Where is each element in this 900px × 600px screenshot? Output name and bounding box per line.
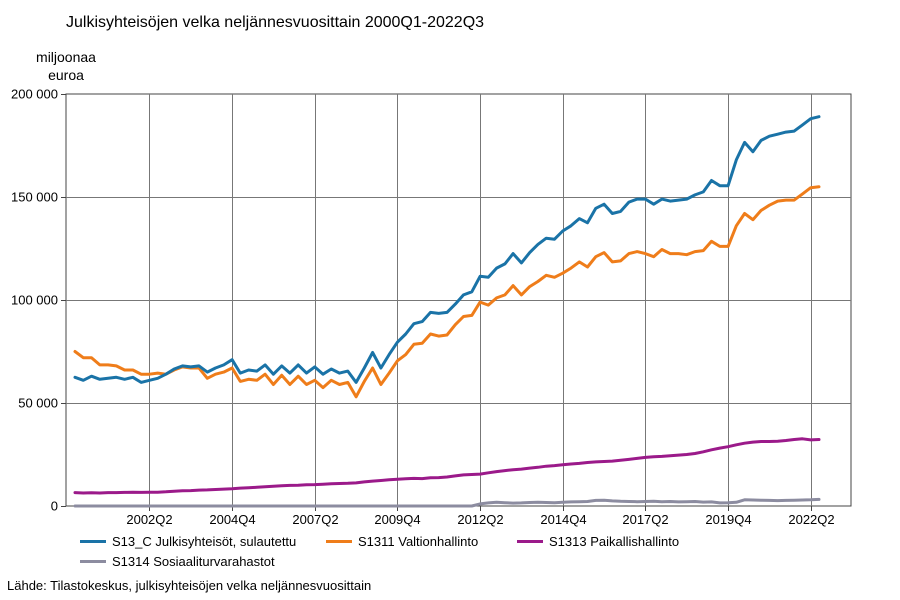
x-tick-label: 2017Q2 <box>622 512 668 527</box>
legend-label-s1314: S1314 Sosiaaliturvarahastot <box>112 553 275 569</box>
legend-item-s1311: S1311 Valtionhallinto <box>326 534 517 549</box>
series-line-s13c <box>73 115 821 384</box>
legend-swatch-s1311 <box>326 539 352 543</box>
legend-swatch-s1314 <box>80 559 106 563</box>
series-line-s1311 <box>73 185 821 399</box>
chart-canvas: 0 50 000 100 000 150 000 200 000 2002Q2 2004Q4… <box>11 87 852 527</box>
legend-row-1: S13_C Julkisyhteisöt, sulautettu S1311 V… <box>80 531 679 551</box>
y-tick-label: 0 <box>51 499 58 514</box>
x-tick-label: 2009Q4 <box>374 512 420 527</box>
legend-item-s13c: S13_C Julkisyhteisöt, sulautettu <box>80 534 326 549</box>
y-tick-label: 100 000 <box>11 293 58 308</box>
y-axis-label-line-1: miljoonaa <box>36 49 96 65</box>
chart-title: Julkisyhteisöjen velka neljännesvuositta… <box>66 14 485 31</box>
x-tick-label: 2022Q2 <box>788 512 834 527</box>
legend-label-s1313: S1313 Paikallishallinto <box>549 533 680 549</box>
legend-label-s1311: S1311 Valtionhallinto <box>358 533 479 549</box>
source-note: Lähde: Tilastokeskus, julkisyhteisöjen v… <box>7 578 372 593</box>
y-axis-label-line-2: euroa <box>48 67 84 83</box>
series-line-s1313 <box>73 437 821 495</box>
x-tick-label: 2002Q2 <box>126 512 172 527</box>
legend: S13_C Julkisyhteisöt, sulautettu S1311 V… <box>80 531 679 571</box>
series-line-s1314 <box>73 497 821 508</box>
y-tick-label: 50 000 <box>18 396 58 411</box>
legend-row-2: S1314 Sosiaaliturvarahastot <box>80 551 679 571</box>
y-tick-label: 200 000 <box>11 87 58 102</box>
x-tick-label: 2007Q2 <box>292 512 338 527</box>
x-tick-label: 2019Q4 <box>705 512 751 527</box>
x-tick-label: 2004Q4 <box>209 512 255 527</box>
y-axis-label: miljoonaa euroa <box>14 48 118 84</box>
y-tick-label: 150 000 <box>11 190 58 205</box>
legend-item-s1313: S1313 Paikallishallinto <box>517 534 679 549</box>
x-tick-label: 2012Q2 <box>457 512 503 527</box>
legend-label-s13c: S13_C Julkisyhteisöt, sulautettu <box>112 533 297 549</box>
legend-item-s1314: S1314 Sosiaaliturvarahastot <box>80 554 275 569</box>
x-tick-label: 2014Q4 <box>540 512 586 527</box>
legend-swatch-s1313 <box>517 539 543 543</box>
legend-swatch-s13c <box>80 539 106 543</box>
